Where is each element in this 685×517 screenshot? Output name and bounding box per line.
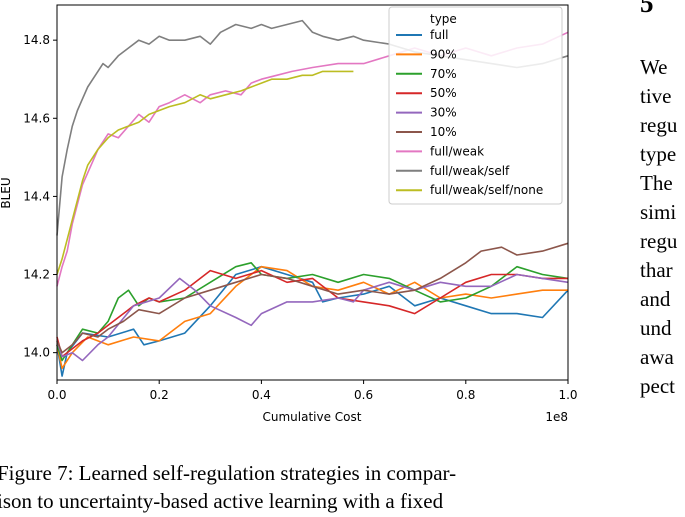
right-column-line: and: [640, 287, 671, 311]
legend-entry: full/weak/self/none: [430, 183, 543, 197]
plot-frame: [56, 4, 569, 381]
series-line-30-: [56, 273, 569, 362]
legend-entry: full: [430, 28, 449, 42]
y-axis: 14.0 14.2 14.4 14.6 14.8: [23, 33, 57, 360]
legend-title: type: [430, 12, 457, 26]
legend-entry: 10%: [430, 125, 457, 139]
legend-entry: 30%: [430, 106, 457, 120]
x-tick-label: 0.6: [354, 388, 373, 402]
right-column-line: The: [640, 171, 673, 195]
right-column-line: awa: [640, 345, 674, 369]
right-column-line: thar: [640, 258, 673, 282]
legend-entry: 90%: [430, 47, 457, 61]
legend-entry: 70%: [430, 67, 457, 81]
right-column-line: tive: [640, 84, 672, 108]
right-column-line: type: [640, 142, 677, 166]
y-tick-label: 14.6: [23, 111, 50, 125]
figure-caption: Figure 7: Learned self-regulation strate…: [0, 459, 600, 515]
y-tick-label: 14.2: [23, 268, 50, 282]
legend: type full 90% 70% 50% 30% 10% full/weak full/we…: [388, 6, 563, 205]
legend-entry: 50%: [430, 86, 457, 100]
series-line-10-: [56, 242, 569, 354]
right-column-line: und: [640, 316, 672, 340]
x-tick-label: 0.8: [456, 388, 475, 402]
series-line-70-: [56, 262, 569, 362]
bleu-line-chart: 0.0 0.2 0.4 0.6 0.8 1.0 14.014.214.414.614.8 …: [0, 4, 578, 424]
x-axis-offset-label: 1e8: [545, 410, 568, 424]
y-tick-label: 14.0: [23, 346, 50, 360]
right-column-line: simi: [640, 200, 677, 224]
y-tick-label: 14.8: [23, 33, 50, 47]
right-column-text: We tive regu type The simi regu thar and und awa pe…: [640, 53, 677, 401]
right-column-line: We: [640, 55, 668, 79]
right-column-line: pect: [640, 374, 675, 398]
x-axis: 0.0 0.2 0.4 0.6 0.8 1.0: [47, 380, 578, 402]
x-tick-label: 0.4: [252, 388, 271, 402]
y-axis-label: BLEU: [0, 177, 13, 208]
x-tick-label: 0.2: [150, 388, 169, 402]
caption-line-2: ison to uncertainty-based active learnin…: [0, 489, 444, 513]
series-line-full-weak-self-none: [56, 70, 354, 275]
x-tick-label: 0.0: [47, 388, 66, 402]
y-tick-label: 14.4: [23, 189, 50, 203]
x-tick-label: 1.0: [558, 388, 577, 402]
right-column-line: regu: [640, 229, 678, 253]
right-column-line: regu: [640, 113, 678, 137]
legend-box: [388, 6, 563, 205]
x-axis-label: Cumulative Cost: [263, 410, 362, 424]
section-number: 5: [640, 0, 654, 18]
legend-entry: full/weak: [430, 144, 484, 158]
legend-entry: full/weak/self: [430, 164, 510, 178]
caption-line-1: Figure 7: Learned self-regulation strate…: [0, 461, 457, 485]
